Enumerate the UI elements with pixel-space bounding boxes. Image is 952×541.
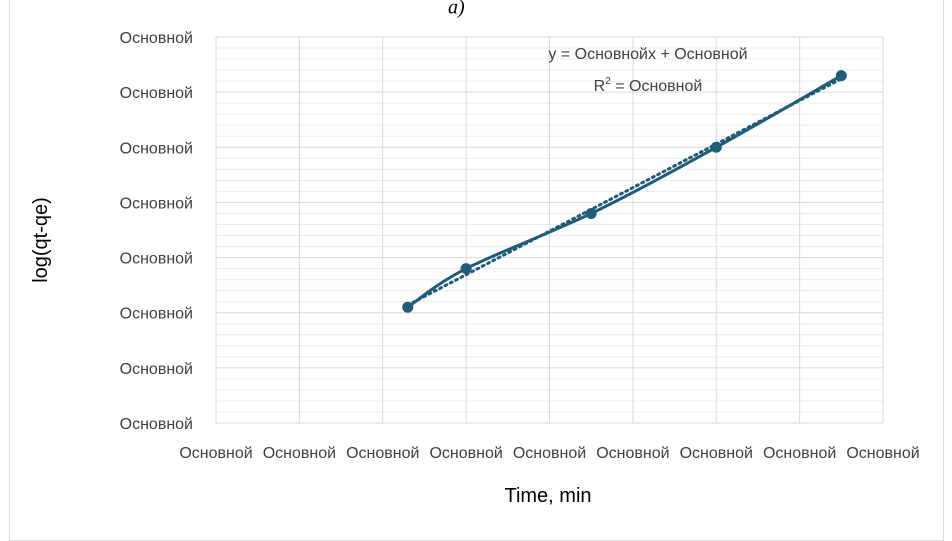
y-tick-label: Основной <box>120 85 193 102</box>
x-tick-label: Основной <box>596 445 669 462</box>
data-point <box>585 207 597 219</box>
data-point <box>402 301 414 313</box>
x-tick-label: Основной <box>263 445 336 462</box>
r2-value: = Основной <box>611 78 703 95</box>
y-tick-label: Основной <box>120 361 193 378</box>
data-point <box>460 263 472 275</box>
r2-superscript: 2 <box>605 76 611 87</box>
tick-labels: Основной Основной Основной Основной Основной… <box>120 30 920 462</box>
trendline-r2: R2 = Основной <box>594 76 703 95</box>
y-tick-label: Основной <box>120 140 193 157</box>
x-axis-title: Time, min <box>504 485 591 507</box>
y-tick-label: Основной <box>120 416 193 433</box>
data-point <box>710 141 722 153</box>
y-axis-title: log(qt-qe) <box>30 197 52 283</box>
y-tick-label: Основной <box>120 251 193 268</box>
y-tick-label: Основной <box>120 30 193 47</box>
grid <box>215 36 884 424</box>
y-tick-label: Основной <box>120 195 193 212</box>
x-tick-label: Основной <box>179 445 252 462</box>
series-line <box>406 74 843 309</box>
y-tick-label: Основной <box>120 306 193 323</box>
trendline-equation: y = Основнойx + Основной <box>548 46 747 63</box>
x-tick-label: Основной <box>346 445 419 462</box>
x-tick-label: Основной <box>763 445 836 462</box>
series-group <box>402 70 847 313</box>
x-tick-label: Основной <box>846 445 919 462</box>
x-tick-label: Основной <box>680 445 753 462</box>
r2-symbol: R <box>594 78 606 95</box>
panel-label: a) <box>448 0 465 19</box>
x-tick-label: Основной <box>429 445 502 462</box>
data-point <box>835 70 847 82</box>
x-tick-label: Основной <box>513 445 586 462</box>
